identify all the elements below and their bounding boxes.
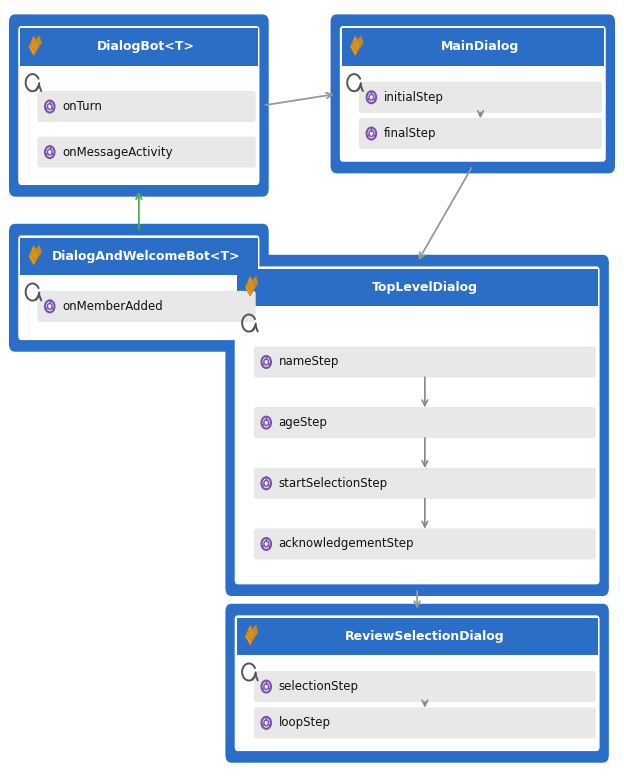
- FancyBboxPatch shape: [236, 269, 598, 306]
- FancyBboxPatch shape: [37, 291, 256, 322]
- FancyBboxPatch shape: [20, 28, 258, 66]
- Text: MainDialog: MainDialog: [441, 41, 519, 53]
- Text: initialStep: initialStep: [384, 91, 444, 104]
- Text: TopLevelDialog: TopLevelDialog: [371, 281, 477, 294]
- FancyBboxPatch shape: [20, 237, 258, 275]
- FancyBboxPatch shape: [9, 224, 269, 351]
- FancyBboxPatch shape: [340, 26, 606, 162]
- FancyBboxPatch shape: [37, 137, 256, 168]
- Polygon shape: [246, 625, 258, 641]
- Text: DialogAndWelcomeBot<T>: DialogAndWelcomeBot<T>: [52, 250, 240, 263]
- Text: loopStep: loopStep: [278, 716, 331, 729]
- Text: acknowledgementStep: acknowledgementStep: [278, 537, 414, 551]
- Polygon shape: [351, 36, 363, 52]
- Polygon shape: [245, 625, 255, 645]
- FancyBboxPatch shape: [18, 235, 260, 340]
- FancyBboxPatch shape: [359, 82, 602, 112]
- Text: ageStep: ageStep: [278, 416, 328, 429]
- FancyBboxPatch shape: [359, 118, 602, 149]
- FancyBboxPatch shape: [236, 618, 598, 655]
- FancyBboxPatch shape: [254, 468, 596, 499]
- FancyBboxPatch shape: [254, 708, 596, 738]
- Polygon shape: [350, 36, 360, 55]
- Text: onTurn: onTurn: [62, 100, 102, 113]
- Text: selectionStep: selectionStep: [278, 680, 359, 693]
- Text: nameStep: nameStep: [278, 355, 339, 369]
- FancyBboxPatch shape: [254, 529, 596, 559]
- Text: DialogBot<T>: DialogBot<T>: [97, 41, 195, 53]
- FancyBboxPatch shape: [331, 14, 615, 173]
- FancyBboxPatch shape: [225, 604, 609, 763]
- FancyBboxPatch shape: [235, 615, 600, 751]
- FancyBboxPatch shape: [235, 266, 600, 584]
- Polygon shape: [246, 276, 258, 292]
- Text: startSelectionStep: startSelectionStep: [278, 476, 388, 490]
- FancyBboxPatch shape: [254, 407, 596, 438]
- Text: ReviewSelectionDialog: ReviewSelectionDialog: [344, 629, 504, 643]
- Text: finalStep: finalStep: [384, 127, 436, 140]
- Polygon shape: [29, 36, 39, 55]
- Polygon shape: [245, 276, 255, 296]
- Text: onMemberAdded: onMemberAdded: [62, 300, 163, 313]
- FancyBboxPatch shape: [37, 91, 256, 122]
- FancyBboxPatch shape: [9, 14, 269, 197]
- FancyBboxPatch shape: [254, 671, 596, 702]
- FancyBboxPatch shape: [225, 255, 609, 596]
- Polygon shape: [30, 245, 42, 262]
- Polygon shape: [30, 36, 42, 52]
- Text: onMessageActivity: onMessageActivity: [62, 145, 173, 159]
- FancyBboxPatch shape: [342, 28, 604, 66]
- FancyBboxPatch shape: [18, 26, 260, 185]
- Polygon shape: [29, 245, 39, 265]
- FancyBboxPatch shape: [254, 347, 596, 377]
